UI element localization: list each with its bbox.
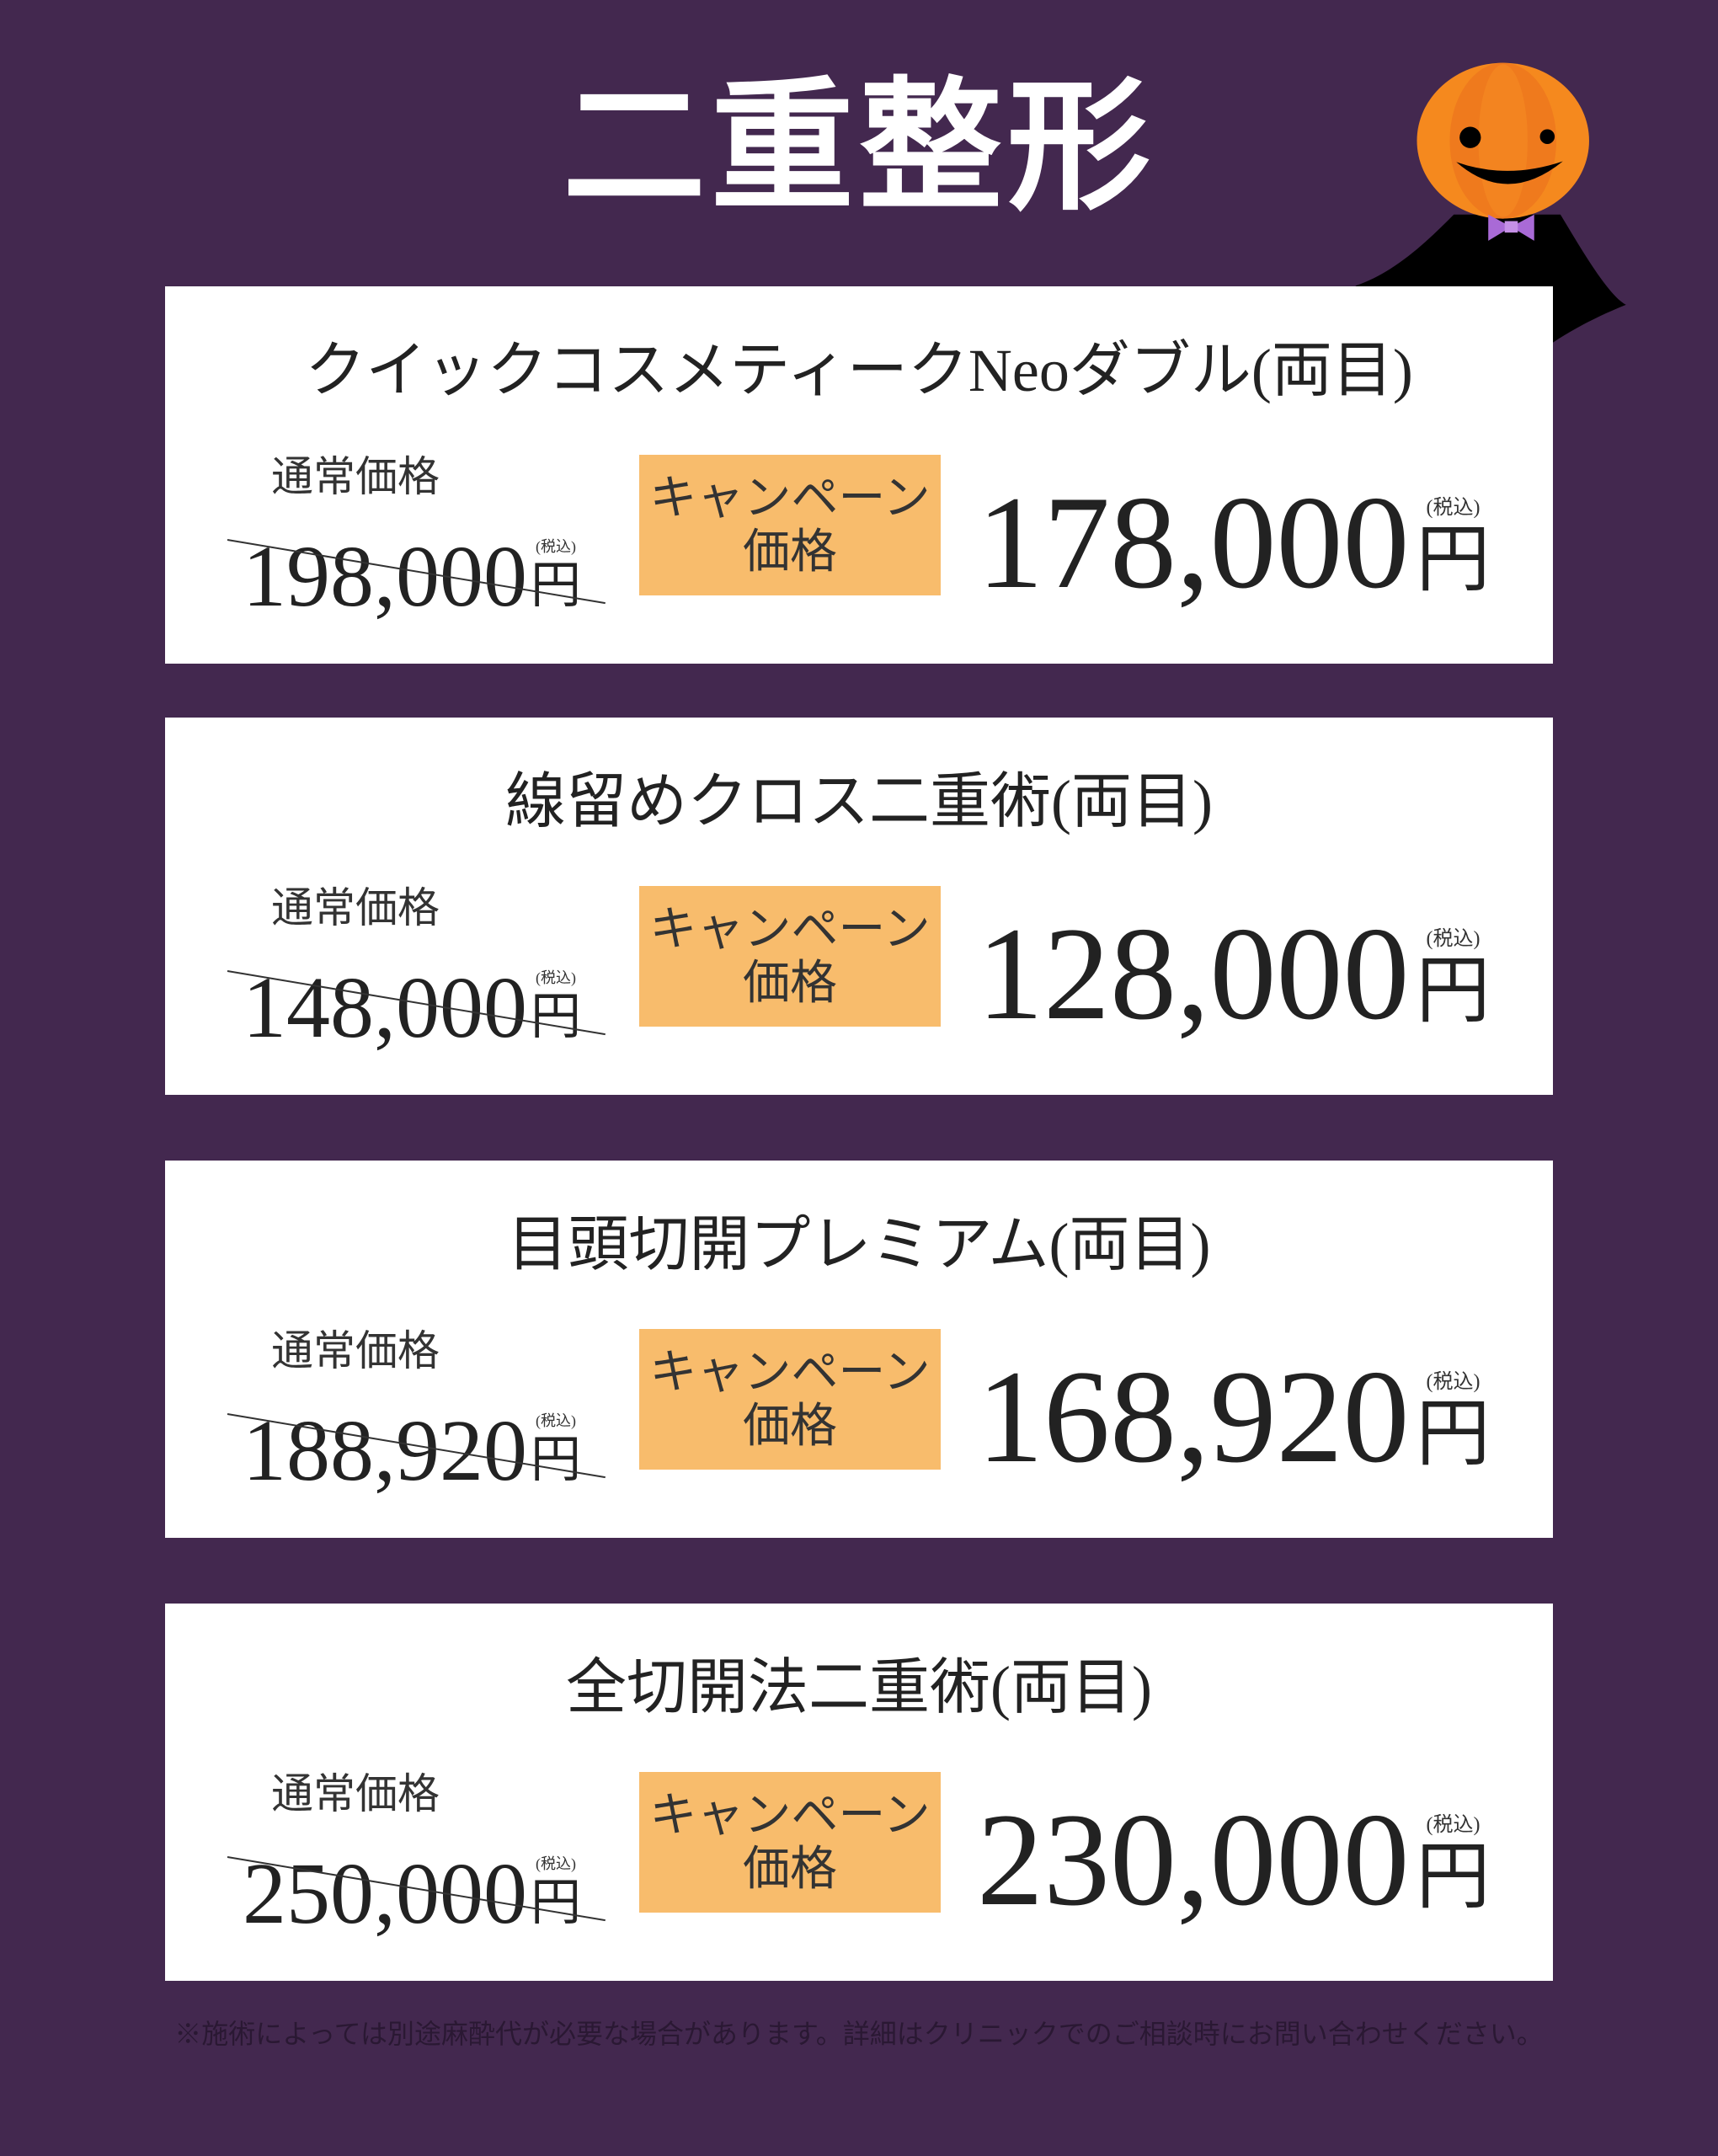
- campaign-price-value: 168,920: [977, 1343, 1410, 1491]
- campaign-price-value: 128,000: [977, 900, 1410, 1048]
- campaign-price-suffix: (税込) 円: [1417, 1369, 1491, 1489]
- regular-price-value: 198,000: [243, 528, 527, 625]
- treatment-name: 全切開法二重術(両目): [566, 1654, 1152, 1721]
- yen-label: 円: [1416, 1837, 1491, 1919]
- campaign-price-suffix: (税込) 円: [1417, 926, 1491, 1046]
- campaign-price-badge: キャンペーン 価格: [639, 1772, 941, 1913]
- regular-price: 250,000 (税込) 円: [227, 1831, 606, 1942]
- regular-price-suffix: (税込) 円: [531, 1854, 581, 1940]
- price-card: 全切開法二重術(両目) 通常価格 250,000 (税込) 円 キャンペーン 価…: [165, 1604, 1553, 1981]
- yen-label: 円: [1416, 1394, 1491, 1476]
- tax-included-label: (税込): [536, 538, 576, 555]
- regular-price-label: 通常価格: [271, 884, 440, 931]
- regular-price-suffix: (税込) 円: [531, 537, 581, 623]
- tax-included-label: (税込): [536, 1412, 576, 1429]
- regular-price-suffix: (税込) 円: [531, 969, 581, 1054]
- campaign-label-line1: キャンペーン: [649, 1346, 931, 1399]
- treatment-name: クイックコスメティークNeoダブル(両目): [305, 337, 1413, 404]
- price-card: 目頭切開プレミアム(両目) 通常価格 188,920 (税込) 円 キャンペーン…: [165, 1161, 1553, 1538]
- campaign-price-suffix: (税込) 円: [1417, 495, 1491, 615]
- campaign-price-badge: キャンペーン 価格: [639, 455, 941, 595]
- tax-included-label: (税込): [1426, 1814, 1481, 1836]
- yen-label: 円: [1416, 951, 1491, 1033]
- campaign-label-line2: 価格: [743, 1843, 837, 1896]
- regular-price-value: 188,920: [243, 1402, 527, 1499]
- regular-price: 188,920 (税込) 円: [227, 1388, 606, 1499]
- tax-included-label: (税込): [1426, 497, 1481, 519]
- tax-included-label: (税込): [1426, 1371, 1481, 1393]
- regular-price-value: 148,000: [243, 959, 527, 1056]
- regular-price-label: 通常価格: [271, 1327, 440, 1374]
- campaign-price-badge: キャンペーン 価格: [639, 886, 941, 1027]
- yen-label: 円: [531, 1875, 581, 1930]
- campaign-price-suffix: (税込) 円: [1417, 1812, 1491, 1932]
- regular-price-label: 通常価格: [271, 1770, 440, 1817]
- campaign-label-line1: キャンペーン: [649, 903, 931, 956]
- yen-label: 円: [1416, 520, 1491, 601]
- campaign-price-value: 178,000: [977, 469, 1410, 616]
- tax-included-label: (税込): [536, 1855, 576, 1872]
- price-card: クイックコスメティークNeoダブル(両目) 通常価格 198,000 (税込) …: [165, 286, 1553, 664]
- campaign-label-line1: キャンペーン: [649, 1789, 931, 1842]
- campaign-label-line2: 価格: [743, 1400, 837, 1453]
- yen-label: 円: [531, 558, 581, 613]
- yen-label: 円: [531, 1432, 581, 1487]
- page-title: 二重整形: [562, 64, 1155, 231]
- campaign-label-line2: 価格: [743, 957, 837, 1010]
- tax-included-label: (税込): [536, 969, 576, 986]
- campaign-label-line2: 価格: [743, 526, 837, 579]
- campaign-price: 128,000 (税込) 円: [977, 878, 1491, 1046]
- yen-label: 円: [531, 989, 581, 1044]
- campaign-price: 230,000 (税込) 円: [977, 1764, 1491, 1932]
- campaign-price-badge: キャンペーン 価格: [639, 1329, 941, 1470]
- treatment-name: 目頭切開プレミアム(両目): [507, 1211, 1211, 1278]
- campaign-label-line1: キャンペーン: [649, 472, 931, 525]
- campaign-price: 178,000 (税込) 円: [977, 446, 1491, 615]
- regular-price-label: 通常価格: [271, 453, 440, 500]
- price-card: 線留めクロス二重術(両目) 通常価格 148,000 (税込) 円 キャンペーン…: [165, 718, 1553, 1095]
- campaign-price: 168,920 (税込) 円: [977, 1321, 1491, 1489]
- campaign-price-value: 230,000: [977, 1786, 1410, 1934]
- tax-included-label: (税込): [1426, 928, 1481, 950]
- regular-price: 148,000 (税込) 円: [227, 945, 606, 1056]
- disclaimer-footer: ※施術によっては別途麻酔代が必要な場合があります。詳細はクリニックでのご相談時に…: [174, 2019, 1544, 2049]
- treatment-name: 線留めクロス二重術(両目): [505, 768, 1213, 835]
- regular-price-suffix: (税込) 円: [531, 1412, 581, 1497]
- regular-price: 198,000 (税込) 円: [227, 514, 606, 625]
- regular-price-value: 250,000: [243, 1845, 527, 1942]
